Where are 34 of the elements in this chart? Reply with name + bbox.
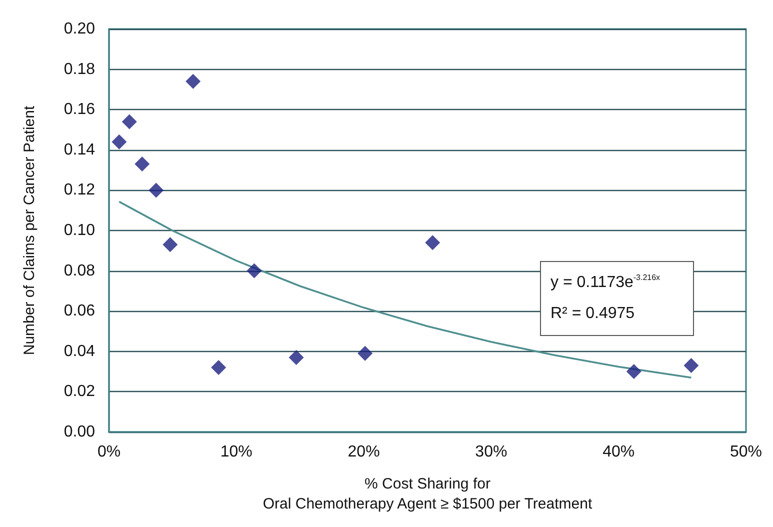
x-tick-label: 0% [97, 444, 121, 460]
point [211, 360, 226, 376]
point [246, 263, 262, 278]
annotation: R² = 0.4975 [550, 305, 635, 322]
point [112, 134, 127, 150]
x-tick-label: 10% [220, 444, 252, 460]
y-tick-label: 0.02 [64, 383, 96, 400]
y-tick-label: 0.10 [64, 222, 96, 239]
y-tick-label: 0.04 [64, 342, 96, 360]
line-series [118, 200, 692, 378]
y-tick-label: 0.20 [64, 20, 96, 38]
point [288, 350, 304, 365]
point [162, 237, 178, 252]
y-tick-label: 0.18 [64, 60, 96, 78]
y-tick-label: 0.12 [64, 182, 96, 199]
point [425, 235, 440, 250]
point [358, 346, 373, 361]
y-tick-label: 0.00 [64, 424, 96, 440]
x-tick-label: 50% [730, 444, 762, 460]
x-tick-label: 30% [475, 444, 508, 460]
point [186, 74, 201, 89]
x-axis-title: % Cost Sharing for Oral Chemotherapy Agent ≥ $1500 per Treatment [262, 476, 593, 512]
x-tick-label: 20% [348, 444, 380, 460]
x-tick-label: 40% [602, 444, 635, 460]
y-tick-label: 0.14 [64, 141, 96, 158]
y-tick-label: 0.08 [64, 262, 96, 280]
point [684, 358, 699, 374]
y-tick-label: 0.06 [64, 302, 96, 320]
y-axis-title: Number of Claims per Cancer Patient [21, 105, 38, 356]
point [626, 364, 642, 380]
point [122, 114, 137, 130]
y-tick-label: 0.16 [64, 101, 96, 118]
point [148, 182, 164, 198]
point [134, 156, 150, 172]
